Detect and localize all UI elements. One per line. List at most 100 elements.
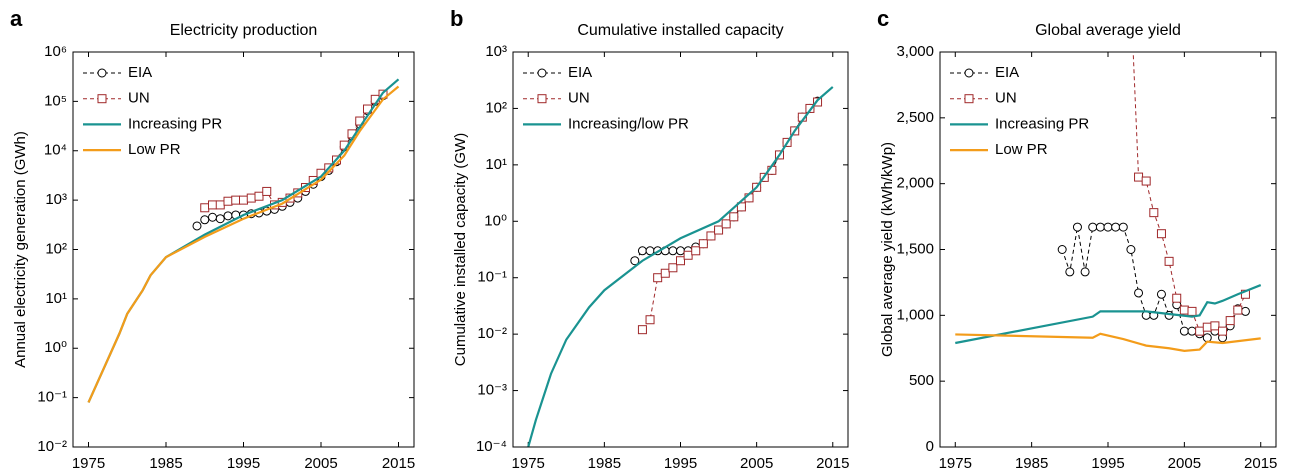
marker bbox=[660, 268, 670, 278]
y-tick-label: 10⁻² bbox=[477, 325, 507, 342]
marker bbox=[1072, 222, 1082, 232]
x-tick-label: 1985 bbox=[1015, 455, 1048, 472]
marker bbox=[721, 219, 731, 229]
panel: b Cumulative installed capacity Cumulative… bbox=[450, 6, 849, 472]
marker bbox=[1172, 293, 1182, 303]
y-tick-label: 2,000 bbox=[896, 175, 934, 192]
panel-title: Electricity production bbox=[170, 22, 318, 39]
x-tick-label: 2015 bbox=[816, 455, 849, 472]
marker bbox=[1195, 326, 1205, 336]
marker bbox=[668, 263, 678, 273]
marker bbox=[97, 68, 107, 78]
series-line bbox=[955, 284, 1262, 345]
marker bbox=[208, 212, 217, 222]
axes-frame bbox=[72, 51, 415, 448]
marker bbox=[1202, 333, 1212, 343]
marker bbox=[1149, 208, 1159, 218]
legend-label: Low PR bbox=[128, 141, 181, 158]
plot-area bbox=[955, 0, 1262, 352]
y-tick-label: 1,000 bbox=[896, 306, 934, 323]
x-tick-label: 2015 bbox=[1244, 455, 1277, 472]
axes-frame bbox=[939, 51, 1277, 448]
marker bbox=[1118, 222, 1128, 232]
marker bbox=[1111, 222, 1121, 232]
marker bbox=[215, 214, 225, 224]
series-line bbox=[1132, 52, 1246, 332]
marker bbox=[1187, 306, 1197, 316]
x-tick-label: 1985 bbox=[149, 455, 182, 472]
marker bbox=[676, 246, 685, 256]
marker bbox=[698, 239, 708, 249]
marker bbox=[1127, 0, 1135, 3]
y-tick-label: 10² bbox=[485, 99, 507, 116]
marker bbox=[668, 246, 678, 256]
x-tick-label: 1975 bbox=[939, 455, 972, 472]
legend-label: UN bbox=[128, 90, 150, 107]
y-tick-label: 10⁻⁴ bbox=[476, 438, 507, 455]
marker bbox=[246, 193, 256, 203]
y-tick-label: 10⁻³ bbox=[477, 382, 507, 399]
x-tick-label: 2005 bbox=[1168, 455, 1201, 472]
marker bbox=[239, 195, 248, 205]
marker bbox=[1156, 229, 1166, 239]
legend-label: Low PR bbox=[995, 141, 1048, 158]
panel-letter: c bbox=[877, 6, 889, 31]
marker bbox=[1164, 256, 1174, 266]
marker bbox=[645, 315, 655, 325]
marker bbox=[254, 191, 264, 201]
panel: a Electricity production Annual electricit… bbox=[10, 6, 415, 472]
x-tick-label: 1975 bbox=[512, 455, 545, 472]
x-tick-label: 1975 bbox=[72, 455, 105, 472]
marker bbox=[653, 273, 663, 283]
y-tick-label: 10² bbox=[45, 240, 67, 257]
panel-letter: b bbox=[450, 6, 463, 31]
marker bbox=[208, 200, 217, 210]
marker bbox=[676, 256, 685, 266]
marker bbox=[691, 246, 701, 256]
marker bbox=[1080, 267, 1090, 277]
y-axis-label: Cumulative installed capacity (GW) bbox=[452, 133, 469, 366]
marker bbox=[192, 221, 202, 231]
y-tick-label: 10⁰ bbox=[484, 212, 507, 229]
marker bbox=[1187, 326, 1197, 336]
marker bbox=[200, 215, 210, 225]
marker bbox=[97, 94, 107, 104]
marker bbox=[537, 68, 547, 78]
plot-area bbox=[87, 78, 400, 403]
marker bbox=[1095, 222, 1105, 232]
x-tick-label: 1995 bbox=[227, 455, 260, 472]
marker bbox=[200, 203, 210, 213]
marker bbox=[683, 250, 693, 260]
y-tick-label: 0 bbox=[926, 438, 934, 455]
y-tick-label: 10⁵ bbox=[44, 92, 67, 109]
marker bbox=[1141, 176, 1151, 186]
y-tick-label: 10⁴ bbox=[44, 142, 67, 159]
y-axis-label: Annual electricity generation (GWh) bbox=[12, 131, 29, 368]
marker bbox=[223, 211, 233, 221]
panel-title: Cumulative installed capacity bbox=[577, 22, 783, 39]
panel-letter: a bbox=[10, 6, 23, 31]
marker bbox=[1134, 288, 1144, 298]
marker bbox=[1179, 305, 1189, 315]
series-line bbox=[527, 86, 834, 447]
x-tick-label: 1995 bbox=[1091, 455, 1124, 472]
marker bbox=[1179, 326, 1189, 336]
marker bbox=[1057, 245, 1067, 254]
series-line bbox=[1061, 226, 1246, 339]
axes-frame bbox=[512, 51, 849, 448]
marker bbox=[1103, 222, 1113, 232]
x-tick-label: 2005 bbox=[740, 455, 773, 472]
y-tick-label: 1,500 bbox=[896, 240, 934, 257]
marker bbox=[1210, 321, 1220, 331]
y-axis-label: Global average yield (kWh/kWp) bbox=[879, 142, 896, 357]
marker bbox=[714, 225, 724, 235]
marker bbox=[1156, 289, 1166, 299]
legend-label: Increasing PR bbox=[995, 115, 1089, 132]
marker bbox=[805, 103, 815, 113]
legend-label: EIA bbox=[995, 64, 1019, 81]
marker bbox=[537, 94, 547, 104]
marker bbox=[215, 200, 225, 210]
legend-label: UN bbox=[995, 90, 1017, 107]
